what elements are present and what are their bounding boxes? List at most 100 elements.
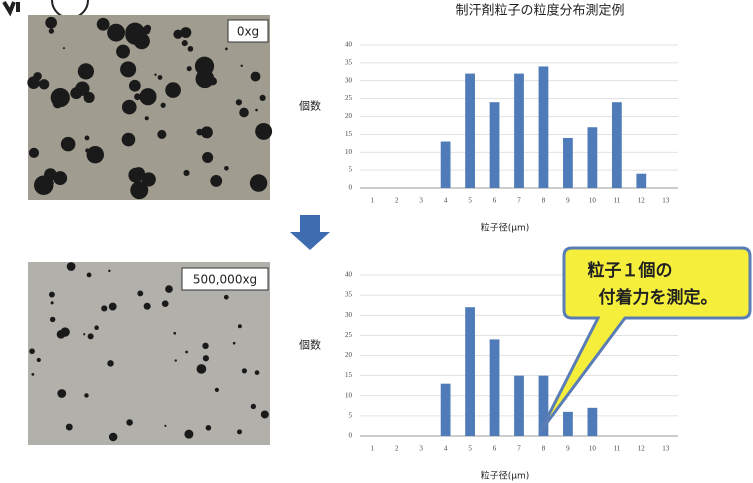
x-tick-label: 9 [566, 197, 570, 205]
y-tick-label: 25 [345, 331, 353, 339]
particle [144, 303, 151, 310]
x-tick-label: 13 [662, 445, 670, 453]
bar [465, 74, 475, 188]
y-tick-label: 35 [345, 291, 353, 299]
particle [206, 425, 212, 431]
particle [255, 370, 260, 375]
particle [67, 262, 76, 271]
y-tick-label: 20 [345, 351, 353, 359]
bar [563, 138, 573, 188]
particle [63, 47, 65, 49]
particle [49, 28, 54, 33]
x-tick-label: 4 [444, 445, 448, 453]
particle [202, 343, 208, 349]
particle [122, 100, 137, 115]
particle [94, 325, 99, 330]
y-tick-label: 5 [349, 166, 353, 174]
particle [241, 65, 243, 67]
particle [87, 273, 92, 278]
particle [101, 305, 107, 311]
particle [66, 424, 73, 431]
particle [27, 76, 40, 89]
bar [514, 74, 524, 188]
x-tick-label: 10 [589, 445, 597, 453]
particle [126, 419, 133, 426]
photo-label: 0xg [237, 25, 259, 39]
particle [78, 63, 94, 79]
x-tick-label: 2 [395, 445, 399, 453]
particle [236, 99, 242, 105]
particle [84, 393, 88, 397]
particle [162, 300, 169, 307]
particle [51, 301, 54, 304]
y-axis-label: 個数 [299, 339, 321, 352]
figure-title: 制汗剤粒子の粒度分布測定例 [455, 3, 624, 19]
x-tick-label: 12 [638, 197, 646, 205]
particle [109, 303, 117, 311]
y-tick-label: 30 [345, 311, 353, 319]
particle [161, 103, 166, 108]
particle [83, 333, 85, 335]
particle [224, 295, 229, 300]
x-tick-label: 4 [444, 197, 448, 205]
particle [203, 355, 209, 361]
x-tick-label: 5 [468, 197, 472, 205]
down-arrow [290, 215, 330, 250]
particle [29, 148, 39, 158]
particle [61, 137, 76, 152]
y-tick-label: 5 [349, 411, 353, 419]
x-tick-label: 6 [493, 197, 497, 205]
y-tick-label: 0 [349, 432, 353, 440]
particle [154, 74, 156, 76]
particle [134, 93, 141, 100]
particle [233, 342, 236, 345]
y-tick-label: 35 [345, 58, 353, 66]
particle [242, 368, 247, 373]
x-axis-label: 粒子径(μm) [481, 470, 530, 482]
particle [47, 180, 53, 186]
bar [587, 408, 597, 436]
particle [107, 24, 125, 42]
y-tick-label: 20 [345, 112, 353, 120]
particle [196, 129, 203, 136]
y-tick-label: 0 [349, 184, 353, 192]
particle [37, 358, 41, 362]
figure: 制汗剤粒子の粒度分布測定例 0xg 500,000xg 051015202530… [0, 0, 753, 483]
page: {"title": "制汗剤粒子の粒度分布測定例", "photos": [{"… [0, 0, 753, 483]
photo [27, 15, 272, 200]
x-tick-label: 11 [613, 445, 620, 453]
particle [197, 364, 207, 374]
x-tick-label: 3 [419, 197, 423, 205]
particle [122, 133, 136, 147]
particle [239, 108, 249, 118]
x-tick-label: 7 [517, 197, 521, 205]
particle [107, 360, 114, 367]
particle [260, 95, 266, 101]
particle [116, 45, 130, 59]
particle [184, 430, 193, 439]
particle [196, 69, 215, 88]
x-tick-label: 1 [370, 445, 374, 453]
particle [173, 30, 182, 39]
particle [165, 285, 173, 293]
particle [53, 99, 62, 108]
particle [53, 171, 67, 185]
particle [202, 152, 213, 163]
bar [563, 412, 573, 436]
particle [261, 410, 269, 418]
bar [441, 142, 451, 188]
particle [139, 88, 156, 105]
bar [441, 384, 451, 436]
x-tick-label: 11 [613, 197, 620, 205]
particle [97, 18, 110, 31]
x-tick-label: 8 [542, 197, 546, 205]
particle [88, 333, 94, 339]
particle [224, 166, 229, 171]
particle [251, 72, 261, 82]
particle [251, 404, 256, 409]
particle [187, 66, 192, 71]
particle [29, 348, 35, 354]
particle [120, 61, 136, 77]
y-tick-label: 25 [345, 94, 353, 102]
bar [490, 102, 500, 188]
